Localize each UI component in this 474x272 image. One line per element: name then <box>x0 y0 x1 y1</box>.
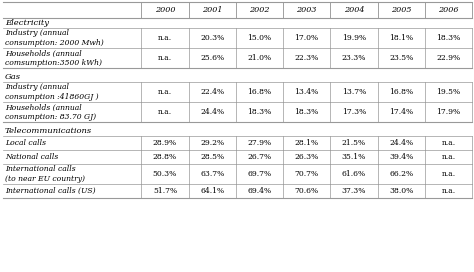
Text: 26.3%: 26.3% <box>294 153 319 161</box>
Text: International calls (US): International calls (US) <box>5 187 96 195</box>
Text: 50.3%: 50.3% <box>153 170 177 178</box>
Text: 28.8%: 28.8% <box>153 153 177 161</box>
Text: 28.1%: 28.1% <box>295 139 319 147</box>
Text: 17.3%: 17.3% <box>342 108 366 116</box>
Text: Industry (annual
consumption: 2000 Mwh): Industry (annual consumption: 2000 Mwh) <box>5 29 104 47</box>
Text: 63.7%: 63.7% <box>200 170 224 178</box>
Text: 61.6%: 61.6% <box>342 170 366 178</box>
Text: 18.3%: 18.3% <box>247 108 272 116</box>
Text: Households (annual
consumption: 83.70 GJ): Households (annual consumption: 83.70 GJ… <box>5 103 96 120</box>
Text: 13.7%: 13.7% <box>342 88 366 96</box>
Text: 69.4%: 69.4% <box>247 187 272 195</box>
Text: 18.3%: 18.3% <box>436 34 461 42</box>
Text: Telecommunications: Telecommunications <box>5 127 92 135</box>
Text: 27.9%: 27.9% <box>247 139 272 147</box>
Text: 39.4%: 39.4% <box>389 153 413 161</box>
Text: 21.0%: 21.0% <box>247 54 272 62</box>
Text: 20.3%: 20.3% <box>200 34 224 42</box>
Text: n.a.: n.a. <box>441 187 456 195</box>
Text: 22.4%: 22.4% <box>200 88 224 96</box>
Text: International calls
(to near EU country): International calls (to near EU country) <box>5 165 85 183</box>
Text: n.a.: n.a. <box>441 139 456 147</box>
Text: 13.4%: 13.4% <box>294 88 319 96</box>
Text: Industry (annual
consumption :41860GJ ): Industry (annual consumption :41860GJ ) <box>5 84 99 101</box>
Text: 23.5%: 23.5% <box>389 54 413 62</box>
Text: 28.5%: 28.5% <box>200 153 224 161</box>
Text: 2003: 2003 <box>296 6 317 14</box>
Text: 22.3%: 22.3% <box>294 54 319 62</box>
Text: 22.9%: 22.9% <box>437 54 460 62</box>
Text: n.a.: n.a. <box>158 88 172 96</box>
Text: 17.4%: 17.4% <box>389 108 413 116</box>
Text: National calls: National calls <box>5 153 58 161</box>
Text: 2005: 2005 <box>391 6 411 14</box>
Text: n.a.: n.a. <box>158 34 172 42</box>
Text: 2006: 2006 <box>438 6 459 14</box>
Text: 37.3%: 37.3% <box>342 187 366 195</box>
Text: 2001: 2001 <box>202 6 222 14</box>
Text: n.a.: n.a. <box>441 170 456 178</box>
Text: 2002: 2002 <box>249 6 270 14</box>
Text: 26.7%: 26.7% <box>247 153 272 161</box>
Text: Local calls: Local calls <box>5 139 46 147</box>
Text: 2004: 2004 <box>344 6 364 14</box>
Text: Gas: Gas <box>5 73 21 81</box>
Text: 51.7%: 51.7% <box>153 187 177 195</box>
Text: Households (annual
comsumption:3500 kWh): Households (annual comsumption:3500 kWh) <box>5 50 102 67</box>
Text: 19.5%: 19.5% <box>437 88 460 96</box>
Text: 70.6%: 70.6% <box>295 187 319 195</box>
Text: 64.1%: 64.1% <box>200 187 224 195</box>
Text: 28.9%: 28.9% <box>153 139 177 147</box>
Text: 38.0%: 38.0% <box>389 187 413 195</box>
Text: 35.1%: 35.1% <box>342 153 366 161</box>
Text: 69.7%: 69.7% <box>247 170 272 178</box>
Text: n.a.: n.a. <box>441 153 456 161</box>
Text: 19.9%: 19.9% <box>342 34 366 42</box>
Text: 18.3%: 18.3% <box>294 108 319 116</box>
Text: 24.4%: 24.4% <box>200 108 224 116</box>
Text: n.a.: n.a. <box>158 54 172 62</box>
Text: 25.6%: 25.6% <box>200 54 224 62</box>
Text: 18.1%: 18.1% <box>389 34 413 42</box>
Text: 70.7%: 70.7% <box>295 170 319 178</box>
Text: 23.3%: 23.3% <box>342 54 366 62</box>
Text: 15.0%: 15.0% <box>247 34 272 42</box>
Text: 16.8%: 16.8% <box>247 88 272 96</box>
Text: 21.5%: 21.5% <box>342 139 366 147</box>
Text: n.a.: n.a. <box>158 108 172 116</box>
Text: 2000: 2000 <box>155 6 175 14</box>
Text: 24.4%: 24.4% <box>389 139 413 147</box>
Text: 17.9%: 17.9% <box>437 108 460 116</box>
Text: 29.2%: 29.2% <box>200 139 224 147</box>
Text: Electricity: Electricity <box>5 19 49 27</box>
Text: 17.0%: 17.0% <box>295 34 319 42</box>
Text: 16.8%: 16.8% <box>389 88 413 96</box>
Text: 66.2%: 66.2% <box>389 170 413 178</box>
